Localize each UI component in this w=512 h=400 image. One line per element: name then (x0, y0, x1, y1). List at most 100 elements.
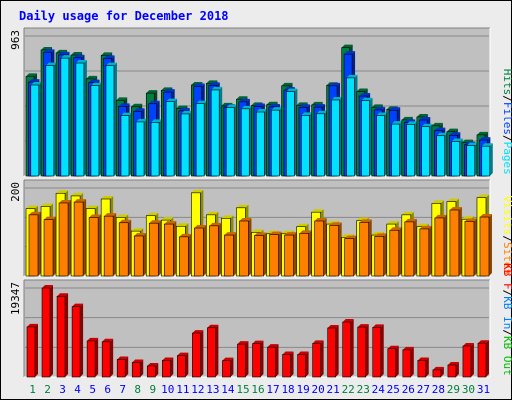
bar-pages (361, 97, 373, 177)
hits-panel-ymax-label: 963 (9, 30, 22, 50)
legend-entry: Pages (501, 142, 512, 175)
day-label: 15 (236, 383, 249, 396)
legend-entry: Hits (501, 69, 512, 96)
bar-sites (419, 225, 432, 277)
bar-pages (255, 109, 268, 177)
bar-pages (331, 96, 343, 177)
bar-kbf (312, 340, 324, 378)
day-label: 2 (44, 383, 51, 396)
day-label: 24 (372, 383, 386, 396)
hits-panel-legend: Hits/Files/Pages (501, 69, 512, 175)
legend-entry: / (501, 95, 512, 102)
day-label: 19 (296, 383, 309, 396)
bar-sites (28, 211, 41, 277)
legend-entry: KB In (501, 296, 512, 329)
day-label: 27 (417, 383, 430, 396)
bar-pages (316, 110, 328, 177)
bar-kbf (116, 356, 129, 378)
bar-kbf (146, 362, 159, 378)
day-label: 22 (342, 383, 355, 396)
day-label: 6 (104, 383, 111, 396)
legend-entry: / (501, 135, 512, 142)
legend-entry: Visits (501, 196, 512, 236)
bar-pages (60, 55, 72, 177)
bar-pages (225, 104, 238, 177)
day-label: 30 (462, 383, 475, 396)
day-label: 12 (191, 383, 204, 396)
bar-kbf (101, 338, 114, 378)
legend-entry: / (501, 235, 512, 242)
kb-panel-legend: KB F/KB In/KB Out (501, 263, 512, 376)
bar-kbf (342, 319, 354, 378)
bar-pages (105, 62, 117, 177)
day-label: 1 (29, 383, 36, 396)
bar-sites (344, 235, 357, 277)
visits-panel-legend: Visits/Sites (501, 196, 512, 276)
bar-pages (210, 86, 223, 177)
bar-pages (406, 121, 418, 177)
day-label: 28 (432, 383, 445, 396)
day-label: 20 (312, 383, 325, 396)
bar-sites (58, 199, 72, 277)
bar-pages (481, 143, 493, 177)
day-label: 3 (59, 383, 66, 396)
bar-sites (254, 232, 267, 277)
bar-sites (224, 232, 237, 277)
bar-pages (391, 121, 403, 177)
bar-sites (374, 233, 387, 277)
bar-kbf (372, 324, 384, 378)
bar-sites (479, 214, 492, 277)
bar-kbf (131, 359, 144, 378)
legend-entry: / (501, 290, 512, 297)
bar-sites (209, 222, 222, 277)
bar-sites (329, 222, 342, 277)
bar-kbf (222, 357, 234, 378)
bar-kbf (402, 346, 414, 378)
bar-pages (240, 105, 253, 177)
visits-panel-ymax-label: 200 (9, 182, 22, 202)
bar-kbf (417, 357, 429, 378)
bar-kbf (462, 342, 474, 378)
bar-pages (466, 142, 478, 177)
day-label: 14 (221, 383, 235, 396)
bar-sites (269, 231, 282, 277)
day-label: 23 (357, 383, 370, 396)
bar-sites (179, 233, 192, 277)
bar-kbf (192, 330, 204, 378)
bar-sites (284, 232, 297, 277)
bar-pages (271, 107, 283, 177)
bar-kbf (86, 337, 99, 378)
bar-sites (449, 207, 462, 277)
day-label: 25 (387, 383, 400, 396)
bar-kbf (387, 345, 399, 378)
bar-kbf (237, 341, 249, 378)
bar-kbf (207, 324, 219, 378)
day-label: 7 (119, 383, 126, 396)
legend-entry: Sites (501, 242, 512, 275)
bar-sites (163, 221, 177, 277)
bar-kbf (297, 351, 309, 378)
bar-sites (43, 216, 57, 277)
bar-kbf (447, 362, 459, 378)
bar-kbf (161, 357, 174, 378)
bar-pages (75, 60, 87, 177)
day-label: 5 (89, 383, 96, 396)
kb-panel-ymax-label: 19347 (9, 282, 22, 315)
bar-pages (451, 138, 463, 177)
bar-sites (73, 199, 87, 277)
bar-pages (135, 118, 148, 177)
bar-kbf (26, 323, 38, 378)
bar-sites (133, 232, 147, 277)
bar-pages (90, 82, 102, 177)
bar-kbf (267, 344, 279, 378)
bar-pages (30, 81, 42, 177)
bar-pages (45, 62, 57, 177)
legend-entry: / (501, 329, 512, 336)
day-label: 11 (176, 383, 189, 396)
bar-kbf (71, 303, 84, 378)
bar-kbf (177, 352, 189, 378)
bar-pages (120, 112, 132, 177)
bar-sites (359, 219, 372, 277)
legend-entry: KB F (501, 263, 512, 290)
